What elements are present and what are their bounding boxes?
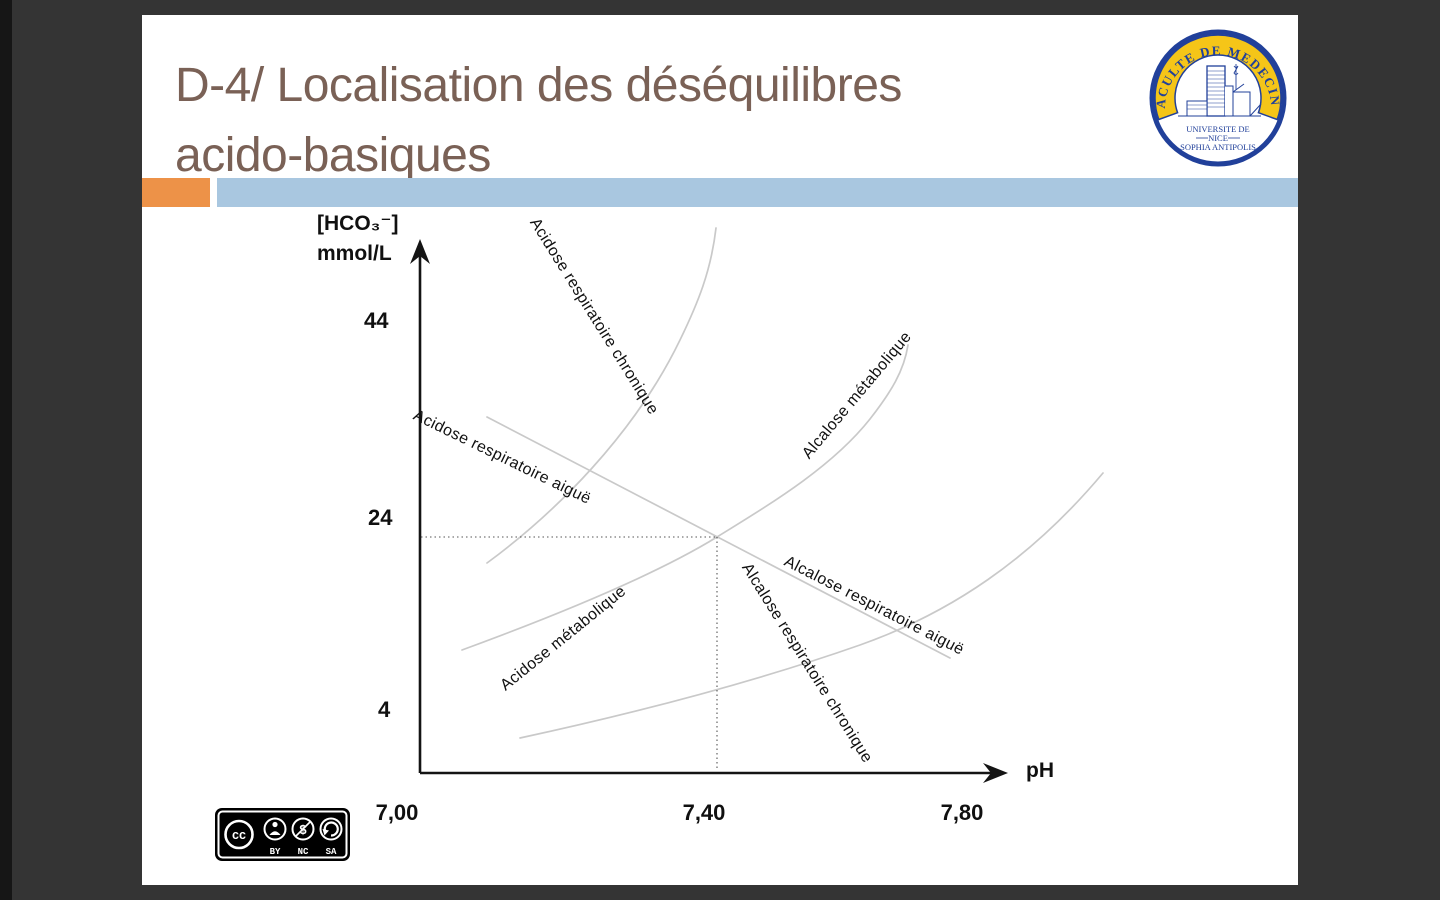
cc-by-label: BY (270, 847, 281, 857)
slide-title: D-4/ Localisation des déséquilibres acid… (175, 51, 1035, 191)
chronic-respiratory-acidosis-curve (486, 227, 717, 564)
logo-yellow-band (1154, 34, 1282, 121)
accent-bar-orange (142, 178, 210, 207)
faculty-logo: FACULTE DE MEDECINE UNIVERSITE DE (1148, 28, 1287, 167)
chronic-respiratory-alkalosis-curve (519, 472, 1104, 739)
slide: D-4/ Localisation des déséquilibres acid… (142, 15, 1298, 885)
x-tick-7-00: 7,00 (375, 800, 419, 825)
x-tick-7-40: 7,40 (682, 800, 726, 825)
cc-badge-border (217, 810, 348, 859)
x-tick-7-80: 7,80 (940, 800, 984, 825)
cc-logo-icon: cc (224, 819, 254, 850)
y-tick-24: 24 (368, 505, 393, 530)
y-tick-4: 4 (378, 697, 391, 722)
slide-title-line2: acido-basiques (175, 129, 491, 182)
cc-nc-label: NC (298, 847, 309, 857)
y-axis-label-line1: [HCO₃⁻] (317, 212, 399, 235)
accent-bar-blue (217, 178, 1298, 207)
x-axis-label: pH (1026, 759, 1054, 782)
y-tick-44: 44 (364, 308, 389, 333)
window-edge-strip (0, 0, 12, 900)
logo-university-line1: UNIVERSITE DE (1186, 124, 1250, 134)
x-axis-arrowhead (983, 763, 1008, 783)
y-axis-label-line2: mmol/L (317, 242, 392, 265)
y-axis-label: [HCO₃⁻] mmol/L (317, 209, 398, 269)
cc-nc-icon: $ (291, 817, 315, 841)
cc-sa-icon (319, 817, 343, 841)
cc-sa-label: SA (326, 847, 337, 857)
cc-badge-background (215, 808, 350, 861)
y-axis-arrowhead (410, 239, 430, 264)
cc-by-icon (263, 817, 287, 841)
slide-title-line1: D-4/ Localisation des déséquilibres (175, 59, 902, 112)
logo-university-line2: NICE (1208, 133, 1228, 143)
acid-base-diagram (410, 227, 1104, 783)
svg-text:cc: cc (232, 828, 246, 842)
university-building-illustration (1178, 64, 1262, 117)
metabolic-curve (461, 344, 909, 651)
logo-university-line3: SOPHIA ANTIPOLIS (1180, 142, 1256, 152)
cc-license-badge: cc $ BY NC SA (215, 808, 350, 861)
acute-respiratory-line (486, 416, 951, 659)
